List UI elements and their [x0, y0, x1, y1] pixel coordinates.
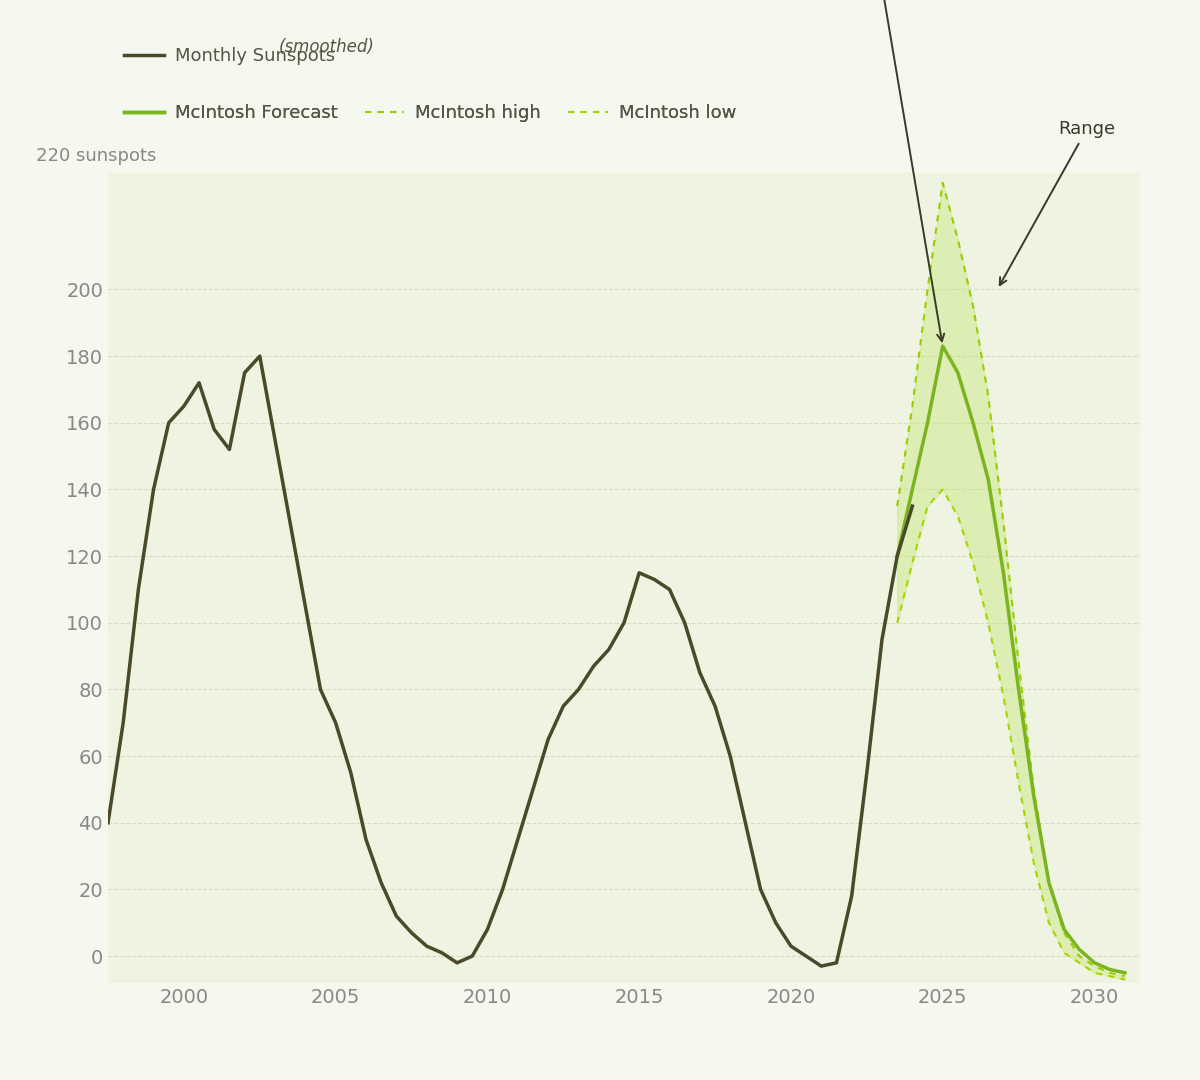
Text: Range: Range — [1000, 121, 1115, 285]
Text: Forecast Peak: Forecast Peak — [806, 0, 944, 341]
Legend: McIntosh Forecast, McIntosh high, McIntosh low: McIntosh Forecast, McIntosh high, McInto… — [118, 97, 743, 130]
Text: (smoothed): (smoothed) — [278, 38, 374, 56]
Text: 220 sunspots: 220 sunspots — [36, 147, 156, 164]
